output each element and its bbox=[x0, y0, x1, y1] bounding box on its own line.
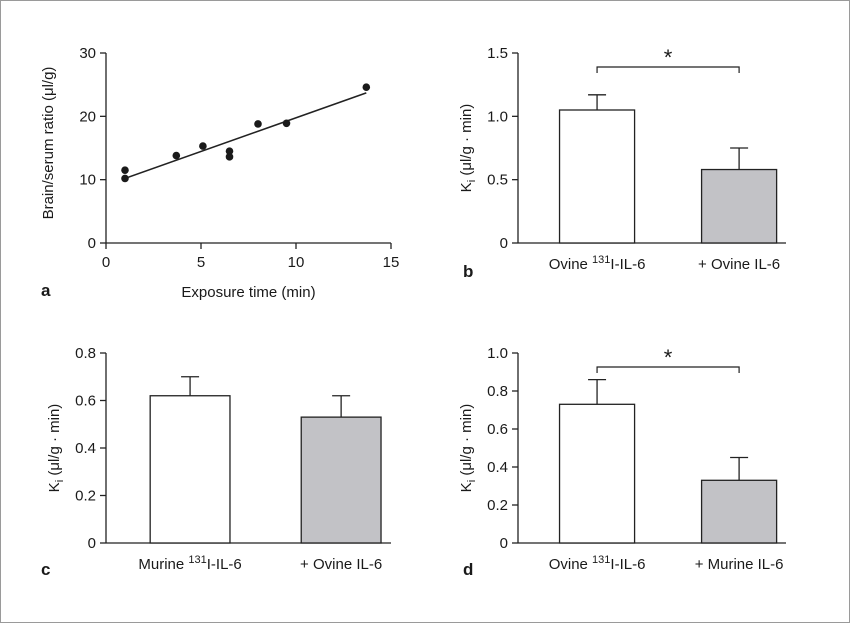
panel-d-label: d bbox=[463, 560, 473, 579]
panel-b-y-tick-label: 0.5 bbox=[487, 172, 508, 189]
panel-a-x-tick-label: 5 bbox=[197, 254, 205, 271]
panel-c-label: c bbox=[41, 560, 50, 579]
panel-d-y-tick-label: 1.0 bbox=[487, 345, 508, 362]
panel-c: 0 0.2 0.4 0.6 0.8 Ki (μl/g · min) Murine 131I-… bbox=[41, 345, 391, 579]
panel-d-y-tick-label: 0.6 bbox=[487, 421, 508, 438]
panel-c-y-tick-label: 0.4 bbox=[75, 440, 96, 457]
panel-d-y-tick-label: 0 bbox=[500, 535, 508, 552]
panel-a-x-tick-label: 0 bbox=[102, 254, 110, 271]
panel-b-y-axis-label: Ki (μl/g · min) bbox=[458, 104, 478, 193]
panel-a-data-point bbox=[121, 174, 129, 183]
panel-b-y-tick-label: 1.5 bbox=[487, 45, 508, 62]
panel-a-regression-line bbox=[124, 92, 367, 180]
panel-c-y-tick-label: 0.2 bbox=[75, 488, 96, 505]
panel-a-data-point bbox=[282, 119, 291, 128]
panel-d-y-axis-label: Ki (μl/g · min) bbox=[458, 404, 478, 493]
panel-a-data-point bbox=[225, 153, 234, 161]
panel-c-category-label: Murine 131I-IL-6 bbox=[138, 554, 241, 573]
panel-a-y-tick-label: 20 bbox=[79, 108, 96, 125]
panel-c-category-label: + Ovine IL-6 bbox=[300, 556, 382, 573]
panel-d-significance-marker: * bbox=[664, 345, 673, 370]
panel-a-data-point bbox=[172, 151, 181, 160]
panel-a-y-tick-label: 30 bbox=[79, 45, 96, 62]
panel-c-y-tick-label: 0.8 bbox=[75, 345, 96, 362]
panel-c-bar-1 bbox=[149, 395, 231, 544]
panel-a-data-point bbox=[225, 147, 234, 155]
panel-a: 0 10 20 30 0 5 10 15 Exposure time (min) Brain/se… bbox=[40, 45, 399, 301]
panel-a-x-axis-label: Exposure time (min) bbox=[181, 284, 315, 301]
panel-b-significance-bracket bbox=[596, 66, 740, 73]
panel-a-data-point bbox=[199, 142, 207, 150]
panel-b-category-label: Ovine 131I-IL-6 bbox=[549, 254, 646, 273]
panel-c-bar-2 bbox=[300, 416, 382, 544]
panel-a-y-tick-label: 0 bbox=[88, 235, 96, 252]
panel-d: 0 0.2 0.4 0.6 0.8 1.0 Ki (μl/g · min) Ovine 131… bbox=[458, 345, 786, 579]
panel-d-category-label: Ovine 131I-IL-6 bbox=[549, 554, 646, 573]
panel-a-x-tick-label: 10 bbox=[288, 254, 305, 271]
panel-c-y-tick-label: 0 bbox=[88, 535, 96, 552]
panel-d-y-tick-label: 0.4 bbox=[487, 459, 508, 476]
panel-c-y-axis-label: Ki (μl/g · min) bbox=[46, 404, 66, 493]
panel-a-label: a bbox=[41, 281, 51, 300]
panel-a-data-point bbox=[254, 120, 262, 128]
panel-a-y-tick-label: 10 bbox=[79, 172, 96, 189]
panel-b-y-tick-label: 0 bbox=[500, 235, 508, 252]
panel-c-y-tick-label: 0.6 bbox=[75, 393, 96, 410]
panel-d-y-tick-label: 0.2 bbox=[487, 497, 508, 514]
panel-d-significance-bracket bbox=[596, 366, 740, 373]
panel-b-label: b bbox=[463, 262, 473, 281]
panel-b-significance-marker: * bbox=[664, 45, 673, 70]
panel-b-bar-1 bbox=[558, 109, 636, 244]
panel-d-bar-2 bbox=[700, 479, 778, 544]
panel-a-data-point bbox=[121, 166, 129, 174]
panel-a-x-tick-label: 15 bbox=[383, 254, 400, 271]
panel-d-category-label: + Murine IL-6 bbox=[695, 556, 784, 573]
panel-b-bar-2 bbox=[700, 168, 778, 244]
panel-b-category-label: + Ovine IL-6 bbox=[698, 256, 780, 273]
panel-a-data-point bbox=[362, 83, 371, 91]
panel-b-y-tick-label: 1.0 bbox=[487, 108, 508, 125]
panel-d-y-tick-label: 0.8 bbox=[487, 383, 508, 400]
panel-b: 0 0.5 1.0 1.5 Ki (μl/g · min) Ovine 131I-IL-6… bbox=[458, 45, 786, 281]
panel-a-y-axis-label: Brain/serum ratio (μl/g) bbox=[40, 67, 57, 220]
panel-d-bar-1 bbox=[558, 403, 636, 544]
